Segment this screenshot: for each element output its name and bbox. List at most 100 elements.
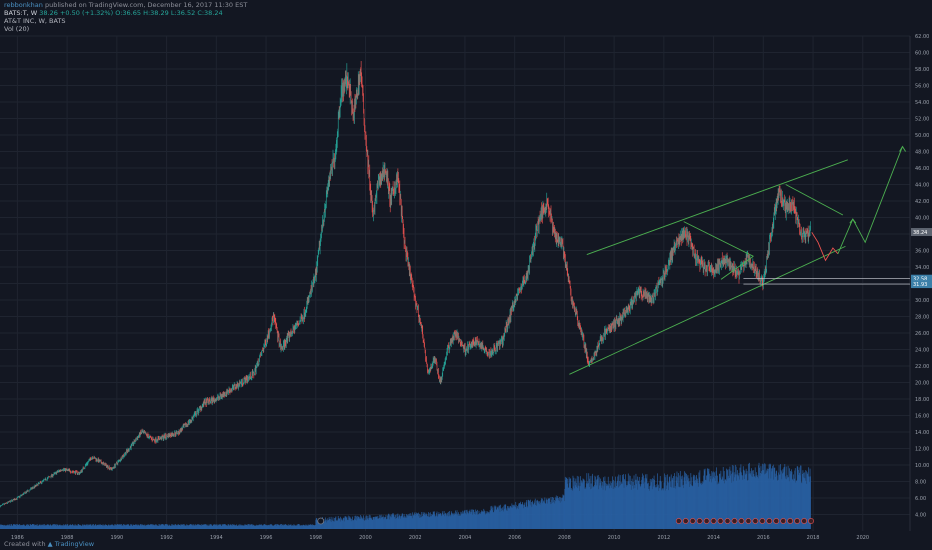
price-tick-label: 48.00 bbox=[915, 150, 929, 156]
time-tick-label: 1988 bbox=[61, 535, 74, 541]
time-tick-label: 1994 bbox=[210, 535, 223, 541]
price-tick-label: 42.00 bbox=[915, 199, 929, 205]
time-tick-label: 1998 bbox=[309, 535, 322, 541]
time-axis[interactable]: 1986 1988 1990 1992 1994 1996 1998 2000 2002 2004… bbox=[11, 535, 869, 541]
dividend-marker-icon bbox=[724, 518, 731, 524]
price-tick-label: 58.00 bbox=[915, 67, 929, 73]
channel-upper-line bbox=[586, 159, 848, 256]
price-tick-label: 44.00 bbox=[915, 183, 929, 189]
dividend-marker-icon bbox=[696, 518, 703, 524]
publisher-name[interactable]: rebbonkhan bbox=[4, 1, 43, 9]
chart-title[interactable]: AT&T INC, W, BATS bbox=[4, 17, 66, 25]
arrow-head-icon bbox=[849, 218, 857, 224]
price-tick-label: 22.00 bbox=[915, 364, 929, 370]
symbol-line: BATS:T, W 38.26 +0.50 (+1.32%) O:36.65 H… bbox=[4, 9, 247, 17]
dividend-marker-icon bbox=[780, 518, 787, 524]
publish-info: published on TradingView.com, December 1… bbox=[44, 1, 248, 9]
time-tick-label: 2020 bbox=[856, 535, 869, 541]
dividend-marker-icon bbox=[787, 518, 794, 524]
price-change: +0.50 (+1.32%) bbox=[59, 9, 114, 17]
projection-down-path bbox=[811, 232, 839, 262]
channel-lower-line bbox=[569, 245, 846, 375]
price-label-tag: 31.93 bbox=[911, 280, 932, 289]
dividend-marker-icon bbox=[689, 518, 696, 524]
projection-up-path bbox=[837, 146, 903, 254]
time-tick-label: 2004 bbox=[459, 535, 472, 541]
price-tick-label: 30.00 bbox=[915, 298, 929, 304]
price-label-text: 31.93 bbox=[913, 282, 927, 288]
price-tick-label: 46.00 bbox=[915, 166, 929, 172]
price-label-box bbox=[911, 228, 932, 237]
price-tick-label: 12.00 bbox=[915, 447, 929, 453]
dividend-marker-icon bbox=[738, 518, 745, 524]
price-tick-label: 54.00 bbox=[915, 100, 929, 106]
price-label-text: 38.24 bbox=[913, 230, 927, 236]
price-label-text: 32.58 bbox=[913, 277, 927, 283]
price-label-tag: 38.24 bbox=[911, 228, 932, 237]
time-tick-label: 1986 bbox=[11, 535, 24, 541]
dividend-marker-icon bbox=[752, 518, 759, 524]
price-label-tag: 32.58 bbox=[911, 274, 932, 283]
trend-lines bbox=[569, 145, 910, 375]
arrow-head-icon bbox=[899, 145, 906, 152]
dividend-marker-icon bbox=[801, 518, 807, 524]
time-tick-label: 2006 bbox=[508, 535, 521, 541]
triangle-upper-line bbox=[683, 221, 754, 257]
time-tick-label: 2008 bbox=[558, 535, 571, 541]
time-tick-label: 2000 bbox=[359, 535, 372, 541]
time-tick-label: 2018 bbox=[807, 535, 820, 541]
ohlc-values: O:36.65 H:38.29 L:36.52 C:38.24 bbox=[115, 9, 223, 17]
price-tick-label: 24.00 bbox=[915, 348, 929, 354]
tradingview-logo-icon[interactable]: ▲ bbox=[47, 540, 53, 548]
dividend-marker-icon bbox=[773, 518, 780, 524]
price-tick-label: 20.00 bbox=[915, 381, 929, 387]
price-candles bbox=[0, 61, 811, 508]
dividend-marker-icon bbox=[766, 518, 773, 524]
price-tick-label: 14.00 bbox=[915, 430, 929, 436]
publish-line: rebbonkhan published on TradingView.com,… bbox=[4, 1, 247, 9]
price-axis[interactable]: 62.00 60.00 58.00 56.00 54.00 52.00 50.00 48.00… bbox=[911, 34, 932, 519]
price-tick-label: 26.00 bbox=[915, 331, 929, 337]
chart-header: rebbonkhan published on TradingView.com,… bbox=[4, 1, 247, 33]
price-tick-label: 4.00 bbox=[915, 513, 926, 519]
price-tick-label: 52.00 bbox=[915, 117, 929, 123]
created-with-label: Created with bbox=[4, 540, 46, 548]
dividend-marker-icon bbox=[675, 518, 682, 524]
time-tick-label: 2014 bbox=[707, 535, 720, 541]
dividend-marker-icon bbox=[794, 518, 801, 524]
price-tick-label: 50.00 bbox=[915, 133, 929, 139]
time-tick-label: 1992 bbox=[160, 535, 173, 541]
price-label-box bbox=[911, 274, 932, 283]
dividend-marker-icon bbox=[703, 518, 710, 524]
dividend-marker-icon bbox=[710, 518, 717, 524]
time-tick-label: 2012 bbox=[657, 535, 670, 541]
time-tick-label: 2002 bbox=[409, 535, 422, 541]
price-tick-label: 40.00 bbox=[915, 216, 929, 222]
price-tick-label: 16.00 bbox=[915, 414, 929, 420]
wedge-upper-line bbox=[785, 184, 844, 216]
dividend-marker-icon bbox=[682, 518, 689, 524]
price-tick-label: 6.00 bbox=[915, 496, 926, 502]
price-tick-label: 18.00 bbox=[915, 397, 929, 403]
volume-indicator-label[interactable]: Vol (20) bbox=[4, 25, 30, 33]
price-tick-label: 34.00 bbox=[915, 265, 929, 271]
footer: Created with ▲ TradingView bbox=[4, 540, 94, 548]
time-tick-label: 2016 bbox=[757, 535, 770, 541]
dividend-marker-icon bbox=[808, 518, 814, 524]
triangle-lower-line bbox=[720, 255, 754, 280]
price-label-box bbox=[911, 280, 932, 289]
dividend-marker-icon bbox=[745, 518, 752, 524]
price-tick-label: 56.00 bbox=[915, 84, 929, 90]
time-tick-label: 2010 bbox=[608, 535, 621, 541]
tradingview-brand[interactable]: TradingView bbox=[54, 540, 95, 548]
dividend-marker-icon bbox=[717, 518, 724, 524]
chart-grid bbox=[0, 35, 911, 531]
time-tick-label: 1996 bbox=[260, 535, 273, 541]
time-tick-label: 1990 bbox=[110, 535, 123, 541]
dividend-markers[interactable] bbox=[317, 517, 814, 525]
symbol-name[interactable]: BATS:T, W bbox=[4, 9, 38, 17]
dividend-marker-icon bbox=[759, 518, 766, 524]
price-tick-label: 8.00 bbox=[915, 480, 926, 486]
